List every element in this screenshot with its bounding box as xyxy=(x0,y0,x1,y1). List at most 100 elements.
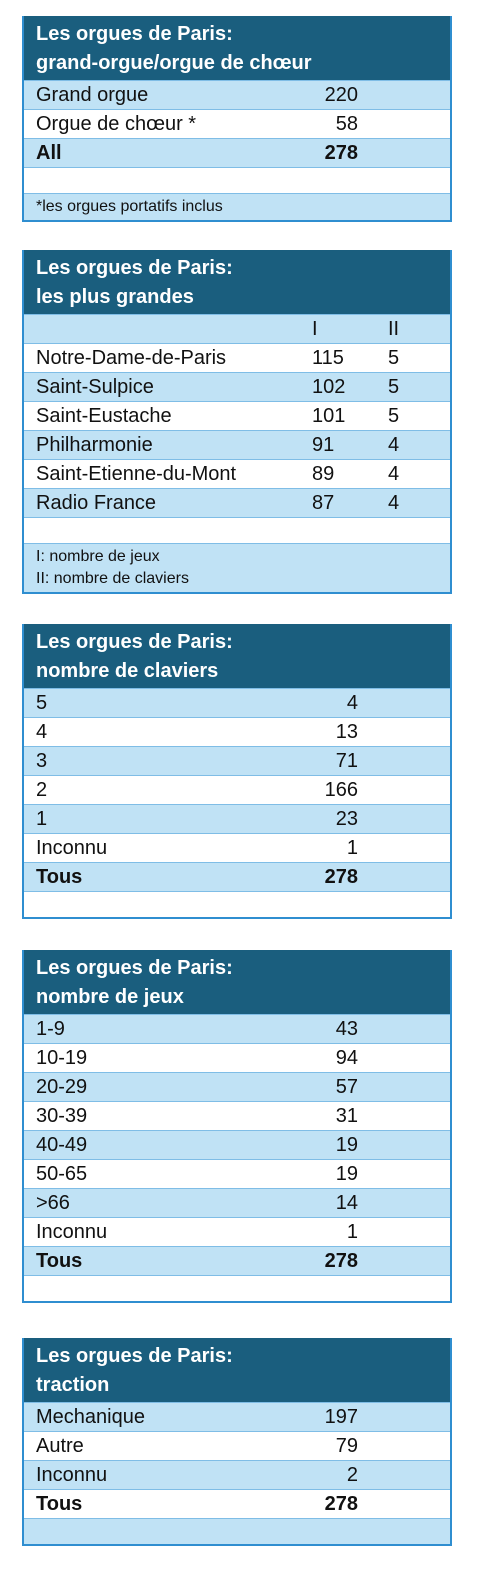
row-value: 94 xyxy=(335,1047,358,1069)
table-row: Inconnu 1 xyxy=(24,1217,450,1246)
empty-row xyxy=(24,891,450,917)
row-value-i: 102 xyxy=(312,376,346,398)
empty-row xyxy=(24,1275,450,1301)
table-row: Radio France 87 4 xyxy=(24,488,450,517)
row-value-i: 87 xyxy=(312,492,335,514)
row-value-ii: 5 xyxy=(388,405,400,427)
table-header: Les orgues de Paris: nombre de claviers xyxy=(24,624,450,688)
table-row: Inconnu 2 xyxy=(24,1460,450,1489)
table-header: Les orgues de Paris: nombre de jeux xyxy=(24,950,450,1014)
row-value: 278 xyxy=(324,142,358,164)
table-footnote: I: nombre de jeux II: nombre de claviers xyxy=(24,543,450,592)
row-value: 23 xyxy=(335,808,358,830)
row-label: 10-19 xyxy=(36,1047,88,1069)
row-value-i: 101 xyxy=(312,405,346,427)
row-label: Inconnu xyxy=(36,1221,108,1243)
row-label: 5 xyxy=(36,692,48,714)
table-title-line2: les plus grandes xyxy=(36,286,194,308)
table-title-line1: Les orgues de Paris: xyxy=(36,1345,233,1367)
table-row: Autre 79 xyxy=(24,1431,450,1460)
row-label: Notre-Dame-de-Paris xyxy=(36,347,227,369)
row-value: 19 xyxy=(335,1163,358,1185)
row-value: 278 xyxy=(324,1493,358,1515)
table-title-line2: grand-orgue/orgue de chœur xyxy=(36,52,312,74)
row-value: 31 xyxy=(335,1105,358,1127)
table-organ-types: Les orgues de Paris: grand-orgue/orgue d… xyxy=(22,16,452,222)
table-row: Notre-Dame-de-Paris 115 5 xyxy=(24,343,450,372)
table-title-line1: Les orgues de Paris: xyxy=(36,631,233,653)
row-value-ii: 4 xyxy=(388,434,400,456)
row-label: Tous xyxy=(36,1250,83,1272)
table-row: Mechanique 197 xyxy=(24,1402,450,1431)
table-row: 5 4 xyxy=(24,688,450,717)
table-header: Les orgues de Paris: traction xyxy=(24,1338,450,1402)
row-label: All xyxy=(36,142,62,164)
row-label: 2 xyxy=(36,779,48,801)
row-value-ii: 5 xyxy=(388,376,400,398)
row-label: Tous xyxy=(36,866,83,888)
row-label: Philharmonie xyxy=(36,434,153,456)
row-value-ii: 4 xyxy=(388,492,400,514)
row-label: Saint-Eustache xyxy=(36,405,172,427)
row-value: 14 xyxy=(335,1192,358,1214)
row-value: 57 xyxy=(335,1076,358,1098)
table-row: 1 23 xyxy=(24,804,450,833)
row-value: 197 xyxy=(324,1406,358,1428)
table-row: >66 14 xyxy=(24,1188,450,1217)
row-label: 30-39 xyxy=(36,1105,88,1127)
table-row: 10-19 94 xyxy=(24,1043,450,1072)
table-total-row: All 278 xyxy=(24,138,450,167)
table-title-line2: traction xyxy=(36,1374,110,1396)
table-row: Philharmonie 91 4 xyxy=(24,430,450,459)
table-title-line2: nombre de claviers xyxy=(36,660,219,682)
table-title-line1: Les orgues de Paris: xyxy=(36,957,233,979)
table-row: 30-39 31 xyxy=(24,1101,450,1130)
table-title-line1: Les orgues de Paris: xyxy=(36,257,233,279)
row-value: 2 xyxy=(346,1464,358,1486)
row-value: 19 xyxy=(335,1134,358,1156)
table-title-line2: nombre de jeux xyxy=(36,986,184,1008)
table-total-row: Tous 278 xyxy=(24,862,450,891)
row-value: 1 xyxy=(346,837,358,859)
row-value: 166 xyxy=(324,779,358,801)
row-value: 1 xyxy=(346,1221,358,1243)
row-value: 79 xyxy=(335,1435,358,1457)
row-value-ii: 5 xyxy=(388,347,400,369)
table-total-row: Tous 278 xyxy=(24,1246,450,1275)
table-row: 40-49 19 xyxy=(24,1130,450,1159)
row-label: 4 xyxy=(36,721,48,743)
row-label: Tous xyxy=(36,1493,83,1515)
empty-row xyxy=(24,167,450,193)
row-value: 4 xyxy=(346,692,358,714)
row-label: 3 xyxy=(36,750,48,772)
row-label: Saint-Etienne-du-Mont xyxy=(36,463,237,485)
table-row: 1-9 43 xyxy=(24,1014,450,1043)
row-label: >66 xyxy=(36,1192,70,1214)
row-value-ii: 4 xyxy=(388,463,400,485)
column-header-row: I II xyxy=(24,314,450,343)
row-label: Orgue de chœur * xyxy=(36,113,197,135)
table-keyboards: Les orgues de Paris: nombre de claviers … xyxy=(22,624,452,919)
row-value: 58 xyxy=(335,113,358,135)
table-traction: Les orgues de Paris: traction Mechanique… xyxy=(22,1338,452,1546)
row-value: 278 xyxy=(324,1250,358,1272)
table-row: Saint-Eustache 101 5 xyxy=(24,401,450,430)
table-header: Les orgues de Paris: les plus grandes xyxy=(24,250,450,314)
table-row: Grand orgue 220 xyxy=(24,80,450,109)
column-header-ii: II xyxy=(388,318,400,340)
table-row: 50-65 19 xyxy=(24,1159,450,1188)
empty-row xyxy=(24,517,450,543)
table-stops: Les orgues de Paris: nombre de jeux 1-9 … xyxy=(22,950,452,1303)
table-largest-organs: Les orgues de Paris: les plus grandes I … xyxy=(22,250,452,594)
table-header: Les orgues de Paris: grand-orgue/orgue d… xyxy=(24,16,450,80)
row-value: 43 xyxy=(335,1018,358,1040)
table-row: Orgue de chœur * 58 xyxy=(24,109,450,138)
row-label: 20-29 xyxy=(36,1076,88,1098)
table-row: 20-29 57 xyxy=(24,1072,450,1101)
row-label: Radio France xyxy=(36,492,157,514)
row-value: 278 xyxy=(324,866,358,888)
row-label: Saint-Sulpice xyxy=(36,376,154,398)
row-label: Autre xyxy=(36,1435,84,1457)
row-value: 71 xyxy=(335,750,358,772)
footnote-line2: II: nombre de claviers xyxy=(36,570,189,587)
